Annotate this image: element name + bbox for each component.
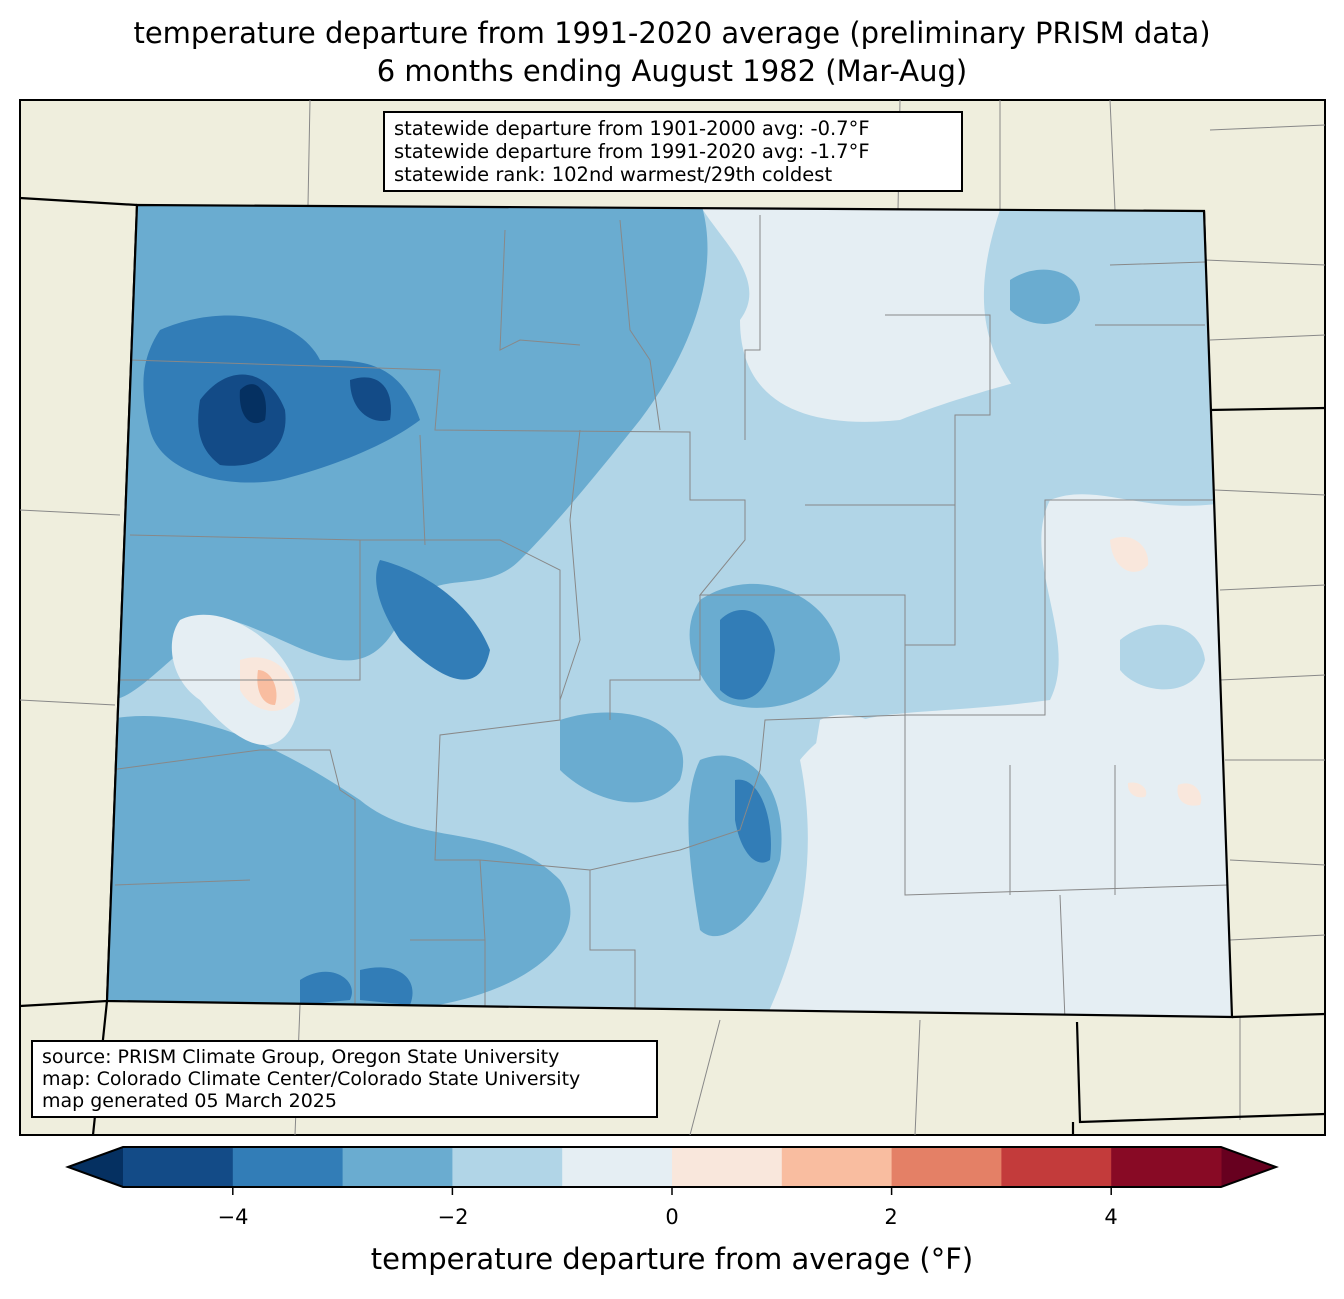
stats-box: statewide departure from 1901-2000 avg: … [383,111,963,192]
colorbar-segment [562,1147,673,1187]
colorado-border [105,203,1234,1019]
colorbar-segment [672,1147,783,1187]
colorbar-segment [452,1147,563,1187]
stats-line-1: statewide departure from 1901-2000 avg: … [394,117,870,140]
source-line-1: source: PRISM Climate Group, Oregon Stat… [42,1046,560,1068]
colorbar-segment [123,1147,234,1187]
colorbar-tick-label: −4 [217,1205,249,1229]
colorbar-tick-label: −2 [437,1205,469,1229]
title-line-1: temperature departure from 1991-2020 ave… [133,16,1211,50]
colorbar-label: temperature departure from average (°F) [370,1242,974,1276]
source-line-3: map generated 05 March 2025 [42,1090,337,1112]
colorbar-tick-label: 4 [1104,1205,1118,1229]
colorbar-segment [342,1147,453,1187]
source-line-2: map: Colorado Climate Center/Colorado St… [42,1068,581,1090]
colorbar-segment [781,1147,893,1187]
stats-line-3: statewide rank: 102nd warmest/29th colde… [394,163,833,186]
colorbar-tick-label: 2 [884,1205,898,1229]
colorbar-segment [891,1147,1002,1187]
neighbor-county-lines [19,99,1326,1136]
colorbar-segment [1001,1147,1112,1187]
colorbar [65,1146,1279,1195]
colorbar-outline [65,1146,1279,1188]
stats-line-2: statewide departure from 1991-2020 avg: … [394,140,870,163]
county-lines [109,215,1231,1017]
colorbar-segment [1111,1147,1222,1187]
title-line-2: 6 months ending August 1982 (Mar-Aug) [376,54,968,88]
colorbar-segment [232,1147,344,1187]
colorbar-tick-label: 0 [665,1205,679,1229]
colorbar-extend-low [68,1147,123,1187]
source-box: source: PRISM Climate Group, Oregon Stat… [31,1040,658,1118]
colorbar-extend-high [1221,1147,1276,1187]
temperature-field [107,205,1232,1017]
